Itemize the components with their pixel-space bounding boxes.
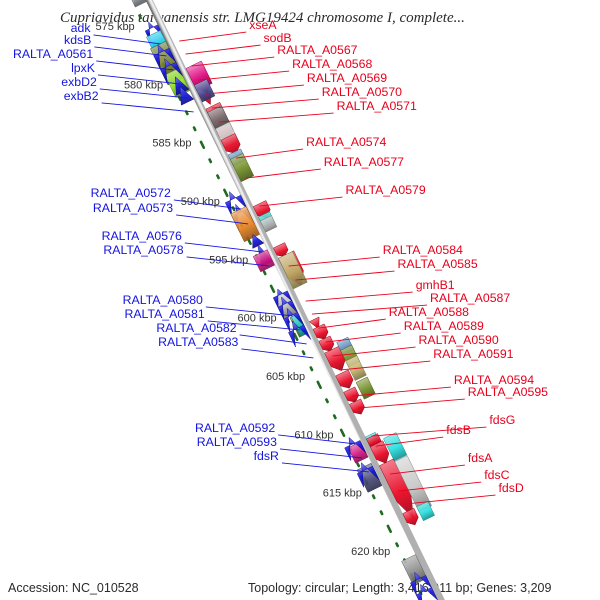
svg-text:RALTA_A0582: RALTA_A0582 [156,321,236,335]
svg-text:xseA: xseA [249,18,277,32]
svg-text:fdsD: fdsD [499,481,524,495]
svg-text:RALTA_A0576: RALTA_A0576 [102,229,182,243]
svg-text:RALTA_A0595: RALTA_A0595 [468,385,548,399]
svg-text:RALTA_A0571: RALTA_A0571 [337,99,417,113]
svg-text:RALTA_A0592: RALTA_A0592 [195,421,275,435]
svg-text:585 kbp: 585 kbp [152,138,191,150]
svg-text:RALTA_A0590: RALTA_A0590 [419,333,499,347]
svg-text:gmhB1: gmhB1 [416,278,455,292]
svg-text:RALTA_A0593: RALTA_A0593 [197,435,277,449]
svg-text:RALTA_A0581: RALTA_A0581 [124,307,204,321]
svg-text:fdsA: fdsA [468,451,493,465]
svg-text:605 kbp: 605 kbp [266,371,305,383]
svg-text:fdsB: fdsB [446,423,471,437]
svg-text:RALTA_A0561: RALTA_A0561 [13,47,93,61]
svg-text:RALTA_A0577: RALTA_A0577 [324,155,404,169]
svg-text:600 kbp: 600 kbp [238,313,277,325]
svg-text:exbD2: exbD2 [61,75,97,89]
svg-text:kdsB: kdsB [64,33,91,47]
svg-text:RALTA_A0589: RALTA_A0589 [404,319,484,333]
svg-text:RALTA_A0573: RALTA_A0573 [93,201,173,215]
svg-text:RALTA_A0572: RALTA_A0572 [91,186,171,200]
svg-text:RALTA_A0570: RALTA_A0570 [322,85,402,99]
svg-text:620 kbp: 620 kbp [351,546,390,558]
svg-text:RALTA_A0584: RALTA_A0584 [383,243,463,257]
svg-text:RALTA_A0567: RALTA_A0567 [277,43,357,57]
svg-text:RALTA_A0585: RALTA_A0585 [398,257,478,271]
svg-text:575 kbp: 575 kbp [96,21,135,33]
svg-text:RALTA_A0588: RALTA_A0588 [389,305,469,319]
svg-text:RALTA_A0579: RALTA_A0579 [346,183,426,197]
svg-text:RALTA_A0583: RALTA_A0583 [158,335,238,349]
svg-text:RALTA_A0580: RALTA_A0580 [123,293,203,307]
svg-text:fdsG: fdsG [489,413,515,427]
svg-text:fdsR: fdsR [254,449,279,463]
svg-text:RALTA_A0574: RALTA_A0574 [306,135,386,149]
svg-text:615 kbp: 615 kbp [323,488,362,500]
svg-text:lpxK: lpxK [71,61,96,75]
svg-text:RALTA_A0591: RALTA_A0591 [433,347,513,361]
svg-text:RALTA_A0569: RALTA_A0569 [307,71,387,85]
svg-text:RALTA_A0587: RALTA_A0587 [430,291,510,305]
svg-text:exbB2: exbB2 [64,89,99,103]
svg-text:fdsC: fdsC [484,468,509,482]
svg-text:RALTA_A0568: RALTA_A0568 [292,57,372,71]
svg-text:RALTA_A0578: RALTA_A0578 [103,243,183,257]
